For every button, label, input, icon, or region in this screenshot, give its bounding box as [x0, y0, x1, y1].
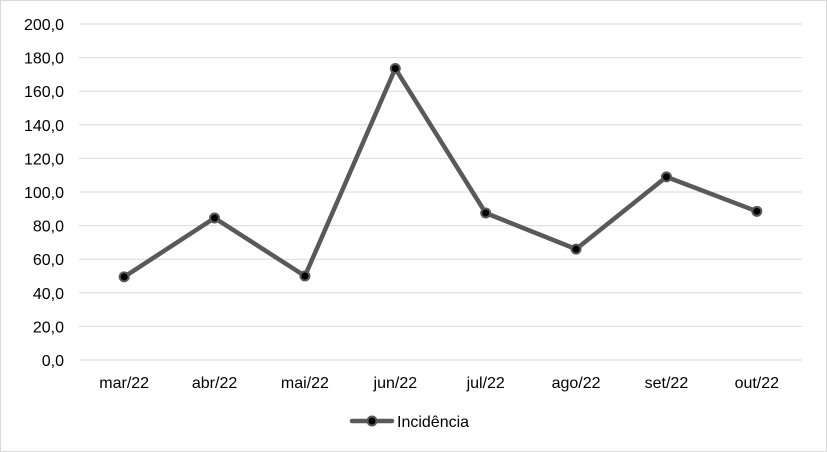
y-tick-label: 80,0 [33, 219, 64, 236]
data-point [660, 171, 672, 183]
y-tick-label: 140,0 [24, 118, 64, 135]
x-axis-ticks: mar/22 abr/22 mai/22 jun/22 jul/22 ago/22 set/… [99, 375, 779, 392]
series-layer [118, 63, 763, 283]
x-tick-label: mar/22 [99, 375, 149, 392]
data-point [751, 205, 763, 217]
legend-marker-swatch [366, 415, 378, 427]
data-point [389, 63, 401, 75]
y-tick-label: 200,0 [24, 17, 64, 34]
y-tick-label: 60,0 [33, 252, 64, 269]
y-tick-label: 180,0 [24, 51, 64, 68]
y-tick-label: 0,0 [42, 353, 64, 370]
legend: Incidência [349, 414, 469, 431]
y-tick-label: 20,0 [33, 319, 64, 336]
gridlines [79, 23, 802, 361]
y-tick-label: 160,0 [24, 84, 64, 101]
data-point [480, 207, 492, 219]
legend-label: Incidência [397, 414, 469, 431]
x-tick-label: abr/22 [192, 375, 237, 392]
x-tick-label: mai/22 [281, 375, 329, 392]
y-axis-ticks: 0,0 20,0 40,0 60,0 80,0 100,0 120,0 140,0 160,0 1… [24, 17, 64, 370]
data-point [299, 270, 311, 282]
data-point [118, 271, 130, 283]
x-tick-label: jul/22 [466, 375, 505, 392]
x-tick-label: set/22 [645, 375, 689, 392]
x-tick-label: jun/22 [373, 375, 418, 392]
y-tick-label: 100,0 [24, 185, 64, 202]
y-tick-label: 120,0 [24, 151, 64, 168]
data-point [570, 243, 582, 255]
data-point [209, 212, 221, 224]
series-line [121, 66, 760, 280]
x-tick-label: ago/22 [552, 375, 601, 392]
x-tick-label: out/22 [735, 375, 780, 392]
y-tick-label: 40,0 [33, 286, 64, 303]
